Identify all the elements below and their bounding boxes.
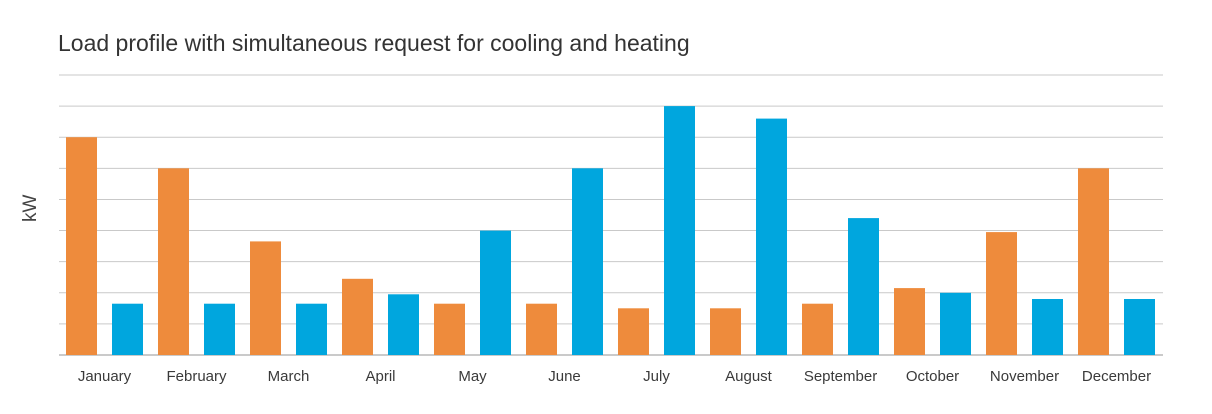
x-tick-label: May [458, 368, 487, 385]
bar-june-series-1 [526, 303, 557, 355]
x-tick-label: August [725, 368, 773, 385]
bar-april-series-1 [342, 278, 373, 355]
x-tick-label: January [78, 368, 132, 385]
bar-february-series-2 [204, 303, 235, 355]
x-tick-label: April [365, 368, 395, 385]
gridlines [59, 74, 1163, 356]
x-tick-label: March [268, 368, 310, 385]
bar-may-series-1 [434, 303, 465, 355]
bar-march-series-2 [296, 303, 327, 355]
bar-july-series-2 [664, 106, 695, 355]
chart-title: Load profile with simultaneous request f… [58, 30, 690, 56]
x-tick-label: November [990, 368, 1059, 385]
bar-november-series-2 [1032, 299, 1063, 355]
x-tick-labels: January February March April May June July Augu… [78, 368, 1151, 385]
bar-june-series-2 [572, 168, 603, 355]
bar-january-series-1 [66, 137, 97, 355]
bar-january-series-2 [112, 303, 143, 355]
bar-october-series-1 [894, 288, 925, 355]
bar-december-series-2 [1124, 299, 1155, 355]
x-tick-label: June [548, 368, 581, 385]
bar-march-series-1 [250, 241, 281, 355]
bar-august-series-1 [710, 308, 741, 355]
bar-may-series-2 [480, 230, 511, 355]
bar-april-series-2 [388, 294, 419, 355]
bar-september-series-2 [848, 218, 879, 355]
bar-november-series-1 [986, 232, 1017, 355]
bar-august-series-2 [756, 118, 787, 355]
x-tick-label: February [166, 368, 227, 385]
bar-october-series-2 [940, 292, 971, 355]
bar-december-series-1 [1078, 168, 1109, 355]
x-tick-label: September [804, 368, 877, 385]
bar-february-series-1 [158, 168, 189, 355]
x-tick-label: October [906, 368, 959, 385]
bar-september-series-1 [802, 303, 833, 355]
x-tick-label: July [643, 368, 670, 385]
bars [66, 106, 1155, 355]
bar-july-series-1 [618, 308, 649, 355]
x-tick-label: December [1082, 368, 1151, 385]
